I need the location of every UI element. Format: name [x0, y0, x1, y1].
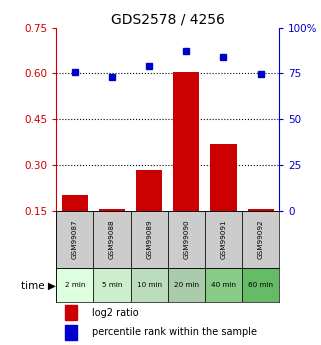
Bar [242, 211, 279, 268]
Bar [205, 268, 242, 302]
Bar [65, 305, 77, 320]
Bar [93, 211, 131, 268]
Text: time ▶: time ▶ [21, 280, 56, 290]
Text: 2 min: 2 min [65, 282, 85, 288]
Bar [173, 72, 199, 211]
Bar [99, 209, 125, 211]
Bar [248, 209, 274, 211]
Text: GSM99092: GSM99092 [258, 220, 264, 259]
Text: GSM99089: GSM99089 [146, 220, 152, 259]
Text: percentile rank within the sample: percentile rank within the sample [92, 327, 257, 337]
Bar [62, 196, 88, 211]
Text: 5 min: 5 min [102, 282, 122, 288]
Bar [242, 268, 279, 302]
Bar [168, 268, 205, 302]
Bar [56, 268, 93, 302]
Text: 20 min: 20 min [174, 282, 199, 288]
Text: log2 ratio: log2 ratio [92, 307, 138, 317]
Bar [205, 211, 242, 268]
Bar [131, 211, 168, 268]
Text: GSM99087: GSM99087 [72, 220, 78, 259]
Title: GDS2578 / 4256: GDS2578 / 4256 [111, 12, 225, 27]
Bar [56, 211, 93, 268]
Text: 40 min: 40 min [211, 282, 236, 288]
Text: GSM99090: GSM99090 [183, 220, 189, 259]
Bar [211, 144, 237, 211]
Bar [65, 325, 77, 339]
Text: GSM99088: GSM99088 [109, 220, 115, 259]
Bar [93, 268, 131, 302]
Text: GSM99091: GSM99091 [221, 220, 227, 259]
Text: 60 min: 60 min [248, 282, 273, 288]
Bar [131, 268, 168, 302]
Bar [168, 211, 205, 268]
Text: 10 min: 10 min [137, 282, 162, 288]
Bar [136, 169, 162, 211]
